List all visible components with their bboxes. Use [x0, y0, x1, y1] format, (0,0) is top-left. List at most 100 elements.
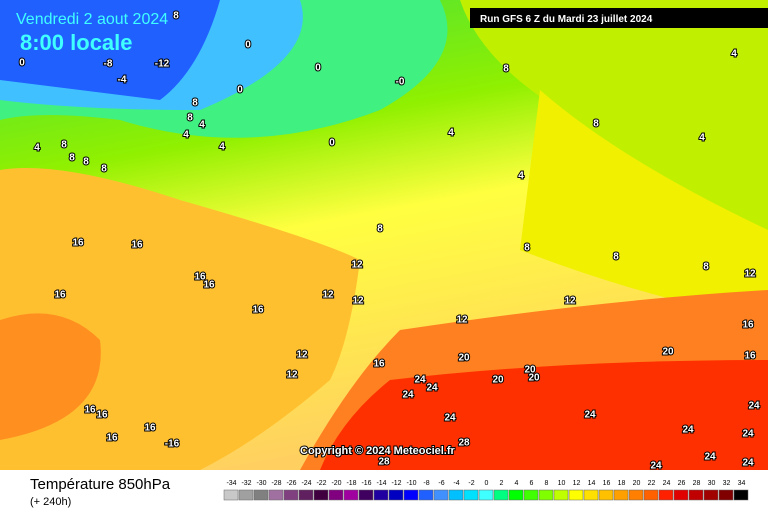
contour-label: 24	[682, 425, 694, 436]
legend-swatch	[628, 489, 644, 501]
contour-label: 12	[456, 315, 468, 326]
contour-label: 16	[252, 305, 264, 316]
contour-label: 8	[61, 140, 67, 151]
copyright: Copyright © 2024 Meteociel.fr	[300, 445, 456, 457]
legend-tick-label: -8	[423, 480, 429, 487]
contour-label: 8	[524, 243, 530, 254]
legend-tick-label: 22	[648, 480, 656, 487]
contour-label: 8	[101, 164, 107, 175]
legend-tick-label: 12	[573, 480, 581, 487]
legend-tick-label: -30	[256, 480, 266, 487]
legend-swatch	[508, 489, 524, 501]
contour-label: 0	[329, 138, 335, 149]
contour-label: 0	[237, 85, 243, 96]
contour-label: 24	[426, 383, 438, 394]
contour-label: 16	[84, 405, 96, 416]
contour-label: 8	[703, 262, 709, 273]
legend-tick-label: -6	[438, 480, 444, 487]
legend-swatch	[463, 489, 479, 501]
contour-label: 20	[524, 365, 536, 376]
legend-swatch	[703, 489, 719, 501]
legend-swatch	[493, 489, 509, 501]
legend-swatch	[358, 489, 374, 501]
legend-swatch	[673, 489, 689, 501]
legend-swatch	[733, 489, 749, 501]
legend-swatch	[223, 489, 239, 501]
contour-label: -8	[104, 59, 113, 70]
contour-label: 16	[144, 423, 156, 434]
legend-tick-label: -12	[391, 480, 401, 487]
contour-label: 20	[458, 353, 470, 364]
legend-tick-label: -14	[376, 480, 386, 487]
contour-label: 24	[414, 375, 426, 386]
contour-label: 8	[377, 224, 383, 235]
contour-label: 8	[187, 113, 193, 124]
contour-label: 16	[203, 280, 215, 291]
contour-label: 12	[286, 370, 298, 381]
legend-tick-label: -28	[271, 480, 281, 487]
contour-label: 8	[192, 98, 198, 109]
contour-label: 16	[744, 351, 756, 362]
legend-tick-label: -32	[241, 480, 251, 487]
legend-tick-label: 20	[633, 480, 641, 487]
legend-swatch	[343, 489, 359, 501]
legend-swatch	[598, 489, 614, 501]
contour-label: 4	[219, 142, 225, 153]
legend-tick-label: -2	[468, 480, 474, 487]
contour-label: 24	[704, 452, 716, 463]
legend-tick-label: -34	[226, 480, 236, 487]
legend-tick-label: 18	[618, 480, 626, 487]
contour-label: 28	[378, 457, 390, 468]
legend-tick-label: 2	[500, 480, 504, 487]
legend-swatch	[253, 489, 269, 501]
contour-label: 8	[593, 119, 599, 130]
legend-swatch	[238, 489, 254, 501]
legend-tick-label: 30	[708, 480, 716, 487]
legend-tick-label: -24	[301, 480, 311, 487]
contour-label: 8	[83, 157, 89, 168]
contour-label: 0	[19, 58, 25, 69]
contour-label: 4	[183, 130, 189, 141]
legend-swatch	[583, 489, 599, 501]
legend-swatch	[433, 489, 449, 501]
contour-label: 24	[742, 458, 754, 469]
legend-swatch	[658, 489, 674, 501]
legend-tick-label: -10	[406, 480, 416, 487]
legend-tick-label: -22	[316, 480, 326, 487]
contour-label: -4	[118, 75, 127, 86]
time: 8:00 locale	[20, 30, 133, 55]
legend-swatch	[388, 489, 404, 501]
contour-label: 12	[744, 269, 756, 280]
contour-label: 4	[448, 128, 454, 139]
contour-label: -12	[155, 59, 170, 70]
contour-label: 20	[528, 373, 540, 384]
contour-label: 4	[199, 120, 205, 131]
contour-label: 0	[315, 63, 321, 74]
contour-label: 24	[742, 429, 754, 440]
legend-swatch	[613, 489, 629, 501]
contour-label: 8	[503, 64, 509, 75]
legend-swatch	[478, 489, 494, 501]
contour-label: 4	[518, 171, 524, 182]
legend-tick-label: 16	[603, 480, 611, 487]
legend-tick-label: 8	[545, 480, 549, 487]
contour-label: 24	[650, 461, 662, 472]
legend-subtitle: (+ 240h)	[30, 496, 71, 508]
legend-swatch	[643, 489, 659, 501]
legend-tick-label: 28	[693, 480, 701, 487]
legend-swatch	[688, 489, 704, 501]
legend-swatch	[298, 489, 314, 501]
contour-label: 0	[245, 40, 251, 51]
contour-label: 24	[748, 401, 760, 412]
date: Vendredi 2 aout 2024	[16, 11, 168, 28]
legend-tick-label: -4	[453, 480, 459, 487]
contour-label: -0	[396, 77, 405, 88]
contour-label: 8	[613, 252, 619, 263]
contour-label: 16	[194, 272, 206, 283]
legend-swatch	[283, 489, 299, 501]
contour-label: 20	[662, 347, 674, 358]
contour-label: 16	[106, 433, 118, 444]
legend-tick-label: 26	[678, 480, 686, 487]
legend-tick-label: 4	[515, 480, 519, 487]
legend-swatch	[523, 489, 539, 501]
